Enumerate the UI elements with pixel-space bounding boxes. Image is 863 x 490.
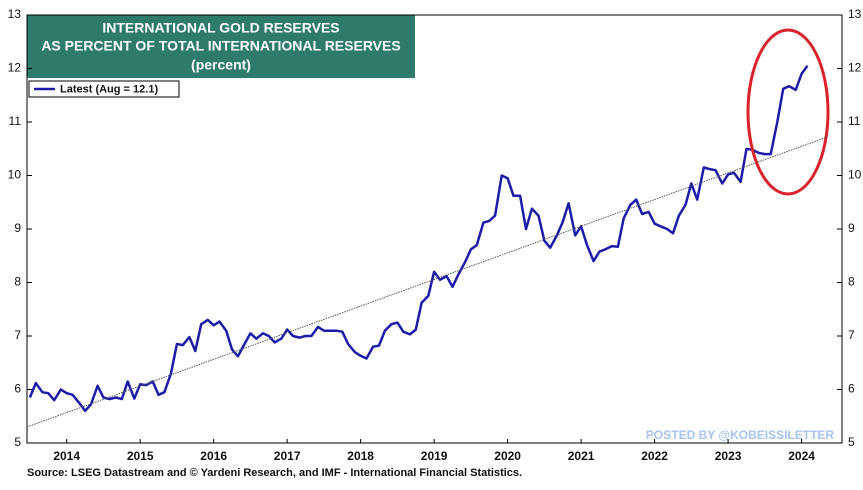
y-tick-label: 13	[8, 7, 22, 21]
y2-tick-label: 5	[848, 435, 855, 449]
x-tick-label: 2016	[200, 449, 227, 463]
y2-tick-label: 11	[848, 114, 861, 128]
x-tick-label: 2015	[127, 449, 154, 463]
x-tick-label: 2024	[788, 449, 815, 463]
x-tick-label: 2019	[421, 449, 448, 463]
legend-box	[28, 80, 180, 98]
y-tick-label: 11	[9, 114, 22, 128]
chart-subtitle: AS PERCENT OF TOTAL INTERNATIONAL RESERV…	[41, 38, 400, 54]
y2-tick-label: 7	[848, 328, 855, 342]
trend-line	[26, 136, 828, 428]
y2-tick-label: 10	[848, 168, 862, 182]
y-tick-label: 9	[14, 221, 21, 235]
x-tick-label: 2022	[641, 449, 668, 463]
y-tick-label: 6	[14, 382, 21, 396]
title-box	[27, 15, 415, 78]
x-tick-label: 2023	[715, 449, 742, 463]
data-line	[28, 65, 809, 413]
y2-tick-label: 13	[848, 7, 862, 21]
y-tick-label: 12	[8, 61, 22, 75]
x-tick-label: 2014	[53, 449, 80, 463]
y2-tick-label: 6	[848, 382, 855, 396]
highlight-ellipse	[746, 28, 830, 196]
x-tick-label: 2018	[347, 449, 374, 463]
x-tick-label: 2021	[568, 449, 595, 463]
y-tick-label: 10	[8, 168, 22, 182]
unit-note: (percent)	[191, 57, 251, 73]
source-note: Source: LSEG Datastream and © Yardeni Re…	[27, 467, 522, 479]
x-tick-label: 2017	[274, 449, 301, 463]
x-tick-label: 2020	[494, 449, 521, 463]
y-tick-label: 7	[14, 328, 21, 342]
chart-title: INTERNATIONAL GOLD RESERVES	[102, 20, 339, 36]
y2-tick-label: 9	[848, 221, 855, 235]
watermark: POSTED BY @KOBEISSILETTER	[646, 428, 835, 442]
y2-tick-label: 12	[848, 61, 862, 75]
y2-tick-label: 8	[848, 275, 855, 289]
y-tick-label: 8	[14, 275, 21, 289]
y-tick-label: 5	[14, 435, 21, 449]
legend-label: Latest (Aug = 12.1)	[60, 83, 158, 95]
